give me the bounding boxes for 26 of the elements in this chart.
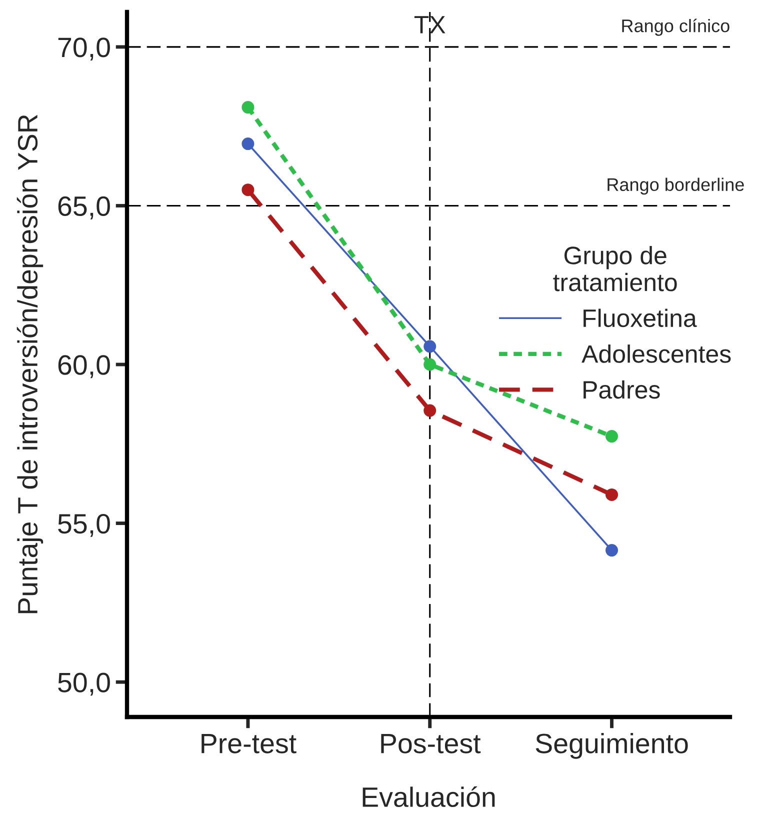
point [424, 340, 436, 353]
ref-line-label: Rango clínico [622, 18, 730, 36]
x-tick-label: Pos-test [381, 734, 481, 754]
x-tick-label: Pre-test [202, 734, 296, 754]
x-axis-title: Evaluación [362, 786, 495, 808]
ref-line-label: TX [414, 16, 446, 34]
ref-line-label: Rango borderline [608, 178, 744, 195]
point [606, 544, 618, 557]
legend-label: Fluoxetina [584, 308, 697, 328]
legend-label: Adolescentes [582, 344, 731, 363]
point [424, 358, 436, 371]
x-tick-label: Seguimiento [536, 732, 688, 759]
y-axis-title: Puntaje T de introversión/depresión YSR [16, 114, 44, 614]
y-tick-label: 50,0 [58, 672, 110, 696]
point [242, 138, 254, 150]
point [242, 184, 254, 196]
legend-title: Grupo de tratamiento [553, 246, 677, 292]
point [242, 101, 254, 114]
point [606, 430, 618, 443]
y-tick-label: 60,0 [58, 355, 110, 378]
point [424, 404, 436, 417]
y-tick-label: 70,0 [58, 38, 110, 61]
point [606, 488, 618, 501]
y-tick-label: 55,0 [58, 514, 110, 537]
legend-label: Padres [584, 380, 660, 399]
y-tick-label: 65,0 [58, 196, 110, 220]
